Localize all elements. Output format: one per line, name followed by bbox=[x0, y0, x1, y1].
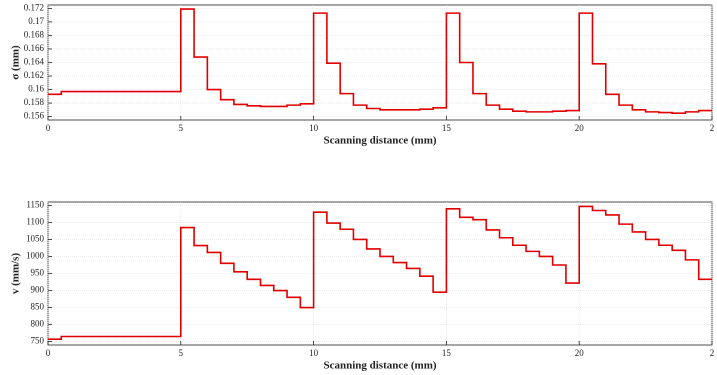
step-line bbox=[48, 205, 712, 341]
y-tick-label: 800 bbox=[31, 319, 45, 329]
y-tick-label: 0.158 bbox=[24, 97, 45, 107]
y-tick-label: 950 bbox=[31, 268, 45, 278]
x-tick-label: 10 bbox=[309, 348, 319, 358]
y-axis-label: v (mm/s) bbox=[10, 253, 22, 295]
x-tick-label: 15 bbox=[442, 123, 452, 133]
y-axis-label: σ (mm) bbox=[10, 45, 22, 80]
x-tick-label: 10 bbox=[309, 123, 319, 133]
y-tick-label: 1000 bbox=[26, 251, 45, 261]
y-tick-label: 0.168 bbox=[24, 30, 45, 40]
x-axis-label: Scanning distance (mm) bbox=[323, 135, 436, 147]
y-tick-label: 1050 bbox=[26, 234, 45, 244]
y-tick-label: 850 bbox=[31, 302, 45, 312]
y-tick-label: 0.17 bbox=[28, 16, 44, 26]
y-tick-label: 0.172 bbox=[24, 2, 44, 12]
y-tick-label: 750 bbox=[31, 336, 45, 346]
y-tick-label: 1150 bbox=[26, 199, 44, 209]
x-tick-label: 5 bbox=[179, 123, 184, 133]
x-tick-label: 0 bbox=[46, 348, 51, 358]
y-tick-label: 0.166 bbox=[24, 43, 45, 53]
x-tick-label: 15 bbox=[442, 348, 452, 358]
y-tick-label: 0.164 bbox=[24, 57, 45, 67]
y-tick-label: 0.16 bbox=[28, 84, 44, 94]
x-tick-label: 20 bbox=[575, 348, 585, 358]
step-line bbox=[48, 8, 712, 115]
y-tick-label: 0.162 bbox=[24, 70, 44, 80]
x-tick-label: 0 bbox=[46, 123, 51, 133]
x-axis-label: Scanning distance (mm) bbox=[323, 360, 436, 372]
y-tick-label: 0.156 bbox=[24, 111, 45, 121]
y-tick-label: 1100 bbox=[26, 216, 44, 226]
x-tick-label: 2 bbox=[710, 123, 715, 133]
x-tick-label: 5 bbox=[179, 348, 184, 358]
x-tick-label: 2 bbox=[710, 348, 715, 358]
y-tick-label: 900 bbox=[31, 285, 45, 295]
x-tick-label: 20 bbox=[575, 123, 585, 133]
